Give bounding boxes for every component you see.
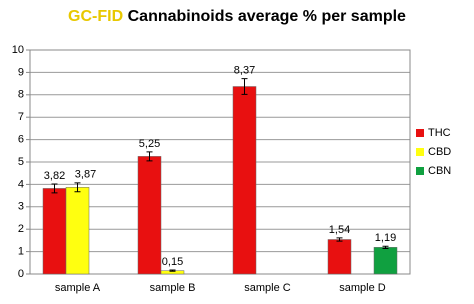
value-label: 3,87 (75, 169, 96, 181)
y-tick-label: 7 (18, 111, 24, 123)
error-bar (241, 78, 248, 95)
error-bar (74, 182, 81, 193)
bar (327, 239, 352, 275)
y-tick-label: 4 (18, 178, 24, 190)
bar (65, 187, 90, 275)
plot-frame (29, 49, 411, 275)
value-label: 5,25 (139, 138, 160, 150)
legend-label: CBN (428, 165, 451, 177)
value-label: 1,19 (375, 232, 396, 244)
y-tick-label: 5 (18, 156, 24, 168)
bar (137, 156, 162, 275)
title-text: Cannabinoids average % per sample (128, 8, 406, 25)
bar (232, 86, 257, 275)
legend-swatch (416, 129, 424, 137)
y-tick-label: 8 (18, 89, 24, 101)
x-tick-label: sample A (55, 282, 101, 294)
value-label: 1,54 (329, 224, 350, 236)
y-tick-label: 1 (18, 246, 24, 258)
bar (373, 247, 398, 275)
y-tick-label: 10 (12, 44, 24, 56)
error-bar (382, 245, 389, 249)
value-label: 0,15 (162, 256, 183, 268)
x-tick-label: sample B (150, 282, 196, 294)
error-bar (146, 151, 153, 162)
y-tick-label: 6 (18, 134, 24, 146)
title-highlight: GC-FID (68, 8, 123, 25)
bar (42, 188, 67, 275)
legend-label: CBD (428, 146, 451, 158)
y-tick-label: 9 (18, 66, 24, 78)
chart-title: GC-FID Cannabinoids average % per sample (68, 8, 406, 25)
x-tick-label: sample D (339, 282, 386, 294)
y-tick-label: 3 (18, 201, 24, 213)
legend-swatch (416, 148, 424, 156)
error-bar (51, 183, 58, 194)
legend-label: THC (428, 127, 451, 139)
error-bar (336, 237, 343, 242)
y-tick-label: 0 (18, 268, 24, 280)
y-tick-label: 2 (18, 223, 24, 235)
error-bar (169, 269, 176, 272)
value-label: 3,82 (44, 170, 65, 182)
value-label: 8,37 (234, 65, 255, 77)
legend-swatch (416, 167, 424, 175)
x-tick-label: sample C (244, 282, 291, 294)
